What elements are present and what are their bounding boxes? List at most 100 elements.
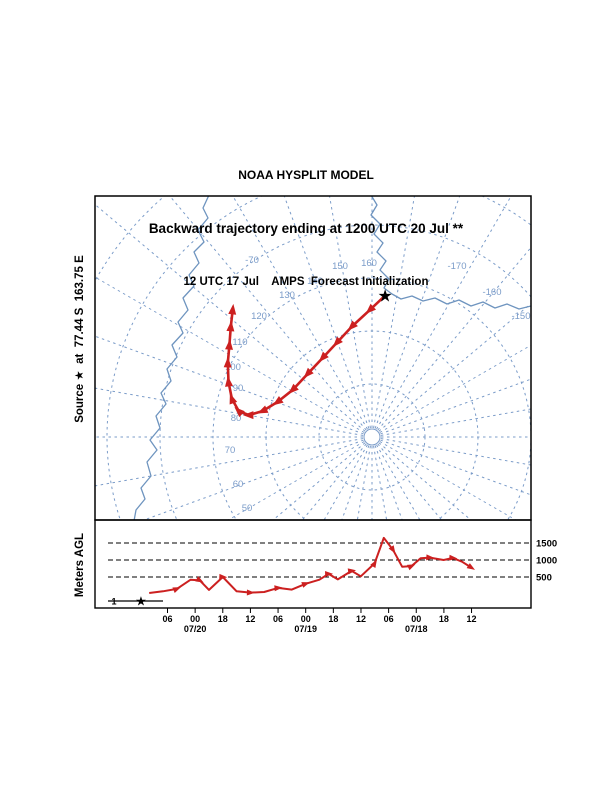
grid-label: -170 <box>447 261 466 272</box>
trajectory-marker <box>225 375 233 387</box>
trajectory-marker <box>332 336 343 347</box>
trajectory-marker <box>365 303 377 314</box>
trajectory-number-label: 1 <box>111 597 116 607</box>
xtick-label: 06 <box>162 614 172 624</box>
grid-label: 50 <box>242 503 253 514</box>
meridian-line <box>328 196 371 429</box>
xtick-label: 06 <box>384 614 394 624</box>
source-height-star-icon: ★ <box>135 594 147 609</box>
grid-label: -70 <box>245 255 259 266</box>
meridian-line <box>95 387 364 436</box>
latitude-circle <box>318 383 426 491</box>
coastline <box>133 196 210 520</box>
height-marker <box>325 570 334 577</box>
trajectory-marker <box>229 393 238 405</box>
trajectory-marker <box>234 406 245 418</box>
height-marker <box>246 589 255 596</box>
trajectory-marker <box>228 303 237 315</box>
trajectory-marker <box>257 405 269 414</box>
source-axis-label: Source ★ at 77.44 S 163.75 E <box>74 255 86 423</box>
height-marker <box>219 573 228 580</box>
model-name-title: NOAA HYSPLIT MODEL <box>238 168 374 182</box>
meridian-line <box>376 196 512 430</box>
trajectory-marker <box>347 320 358 331</box>
xtick-label: 12 <box>467 614 477 624</box>
meridian-line <box>283 196 370 429</box>
meridian-line <box>376 444 421 520</box>
height-marker <box>274 585 283 592</box>
height-ytick-label: 500 <box>536 573 552 584</box>
meridian-line <box>232 196 368 430</box>
height-marker <box>449 554 458 561</box>
height-marker <box>466 563 476 570</box>
source-star-icon: ★ <box>377 287 392 306</box>
height-panel-border <box>94 519 532 609</box>
pole-circle <box>363 428 381 446</box>
coastline <box>370 196 531 310</box>
meridian-line <box>373 196 416 429</box>
xtick-label: 00 <box>190 614 200 624</box>
trajectory-marker <box>226 320 235 332</box>
meridian-line <box>95 203 366 432</box>
figure-titles: NOAA HYSPLIT MODEL Backward trajectory e… <box>0 132 612 324</box>
meridian-line <box>95 335 364 435</box>
trajectory-marker <box>303 367 314 379</box>
height-marker <box>195 576 204 583</box>
height-marker <box>426 554 435 561</box>
xtick-label: 18 <box>218 614 228 624</box>
xtick-label: 00 <box>411 614 421 624</box>
date-label: 07/18 <box>405 624 428 634</box>
meridian-line <box>169 196 367 431</box>
grid-label: 130 <box>279 290 295 301</box>
initialization-subtitle: 12 UTC 17 Jul AMPS Forecast Initializati… <box>183 276 429 288</box>
trajectory-marker <box>272 396 284 406</box>
xtick-label: 06 <box>273 614 283 624</box>
xtick-label: 12 <box>245 614 255 624</box>
meters-agl-axis-label: Meters AGL <box>74 532 86 598</box>
xtick-label: 18 <box>439 614 449 624</box>
height-marker <box>301 582 310 588</box>
grid-label: 140 <box>307 276 323 287</box>
grid-label: 70 <box>225 445 236 456</box>
grid-label: 90 <box>233 383 244 394</box>
meridian-line <box>377 443 443 520</box>
latitude-circle <box>265 330 479 520</box>
grid-label: 100 <box>225 362 241 373</box>
grid-label: 150 <box>332 261 348 272</box>
height-marker <box>406 564 416 571</box>
latitude-circle <box>212 277 531 520</box>
height-marker <box>370 559 377 568</box>
meridian-line <box>378 442 472 520</box>
meridian-line <box>377 246 531 431</box>
grid-label: 110 <box>232 337 247 348</box>
height-line <box>149 536 472 594</box>
height-marker <box>172 587 181 594</box>
grid-label: -150 <box>511 311 530 322</box>
meridian-line <box>95 438 364 487</box>
grid-label: -160 <box>482 287 501 298</box>
map-graphics: -70 140 150 160 -170 -160 -150 130 120 110 100 90 80… <box>95 196 531 520</box>
xtick-label: 12 <box>356 614 366 624</box>
meridian-line <box>374 196 461 429</box>
height-ytick-label: 1000 <box>536 556 557 567</box>
grid-label: 80 <box>231 413 242 424</box>
date-label: 07/19 <box>294 624 317 634</box>
trajectory-marker <box>318 351 329 363</box>
meridian-line <box>380 438 531 466</box>
xtick-label: 00 <box>301 614 311 624</box>
grid-label: 60 <box>233 479 244 490</box>
trajectory-marker <box>223 356 232 368</box>
meridian-line <box>272 442 366 520</box>
date-label: 07/20 <box>184 624 207 634</box>
grid-label: 120 <box>251 311 267 322</box>
trajectory-marker <box>242 411 254 420</box>
height-ytick-label: 1500 <box>536 539 557 550</box>
height-marker <box>388 545 396 554</box>
xtick-label: 18 <box>328 614 338 624</box>
grid-label: 160 <box>361 258 377 269</box>
meridian-line <box>142 439 364 520</box>
meridian-line <box>95 276 365 433</box>
height-marker <box>347 568 357 575</box>
